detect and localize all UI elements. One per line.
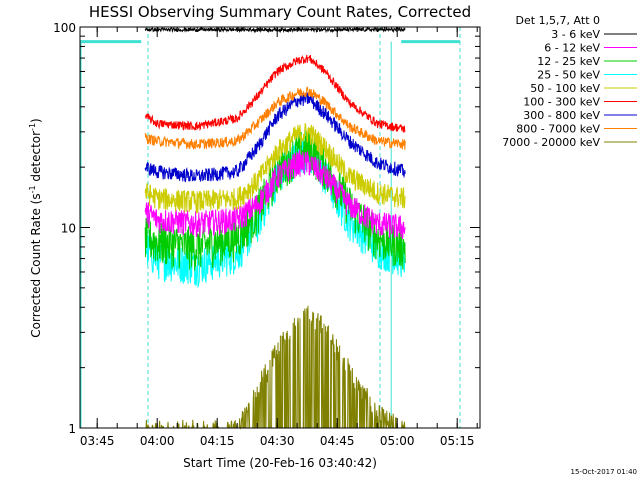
series-line-5 <box>144 54 406 133</box>
chart-title: HESSI Observing Summary Count Rates, Cor… <box>89 3 471 21</box>
y-axis: 1 10 100 <box>53 21 480 436</box>
series-line-1 <box>144 149 406 240</box>
footer-timestamp: 15-Oct-2017 01:40 <box>571 468 637 476</box>
legend-label: 3 - 6 keV <box>551 28 600 41</box>
legend-label: 50 - 100 keV <box>530 82 600 95</box>
legend-label: 25 - 50 keV <box>537 69 600 82</box>
series-line-8 <box>145 305 406 430</box>
y-axis-label-mid: detector <box>29 131 43 186</box>
series-line-0 <box>144 26 406 34</box>
legend-label: 100 - 300 keV <box>523 96 600 109</box>
y-tick-label: 100 <box>53 21 76 35</box>
series-line-4 <box>144 122 406 214</box>
plot-area <box>80 26 461 430</box>
y-axis-label-main: Corrected Count Rate (s <box>29 193 43 337</box>
x-tick-label: 04:15 <box>200 434 235 448</box>
y-axis-label-sup2: -1 <box>28 123 37 131</box>
y-tick-label: 1 <box>68 422 76 436</box>
x-axis-label: Start Time (20-Feb-16 03:40:42) <box>183 456 377 470</box>
legend-label: 300 - 800 keV <box>523 109 600 122</box>
series-line-6 <box>144 91 406 183</box>
x-axis: 03:45 04:00 04:15 04:30 04:45 05:00 05:15 <box>80 27 478 448</box>
x-tick-label: 03:45 <box>80 434 115 448</box>
legend-header: Det 1,5,7, Att 0 <box>516 14 600 27</box>
legend-label: 800 - 7000 keV <box>516 123 600 136</box>
series-line-7 <box>144 86 406 150</box>
y-tick-label: 10 <box>61 222 76 236</box>
y-axis-label: Corrected Count Rate (s-1 detector-1) <box>28 118 43 337</box>
x-tick-label: 04:45 <box>320 434 355 448</box>
x-tick-label: 04:00 <box>140 434 175 448</box>
series-line-3 <box>144 135 406 289</box>
x-tick-label: 04:30 <box>260 434 295 448</box>
legend-label: 6 - 12 keV <box>544 42 600 55</box>
y-axis-label-sup: -1 <box>28 185 37 193</box>
x-tick-label: 05:00 <box>380 434 415 448</box>
y-axis-label-end: ) <box>29 118 43 123</box>
legend-label: 7000 - 20000 keV <box>502 136 600 149</box>
x-tick-label: 05:15 <box>440 434 475 448</box>
legend-label: 12 - 25 keV <box>537 55 600 68</box>
